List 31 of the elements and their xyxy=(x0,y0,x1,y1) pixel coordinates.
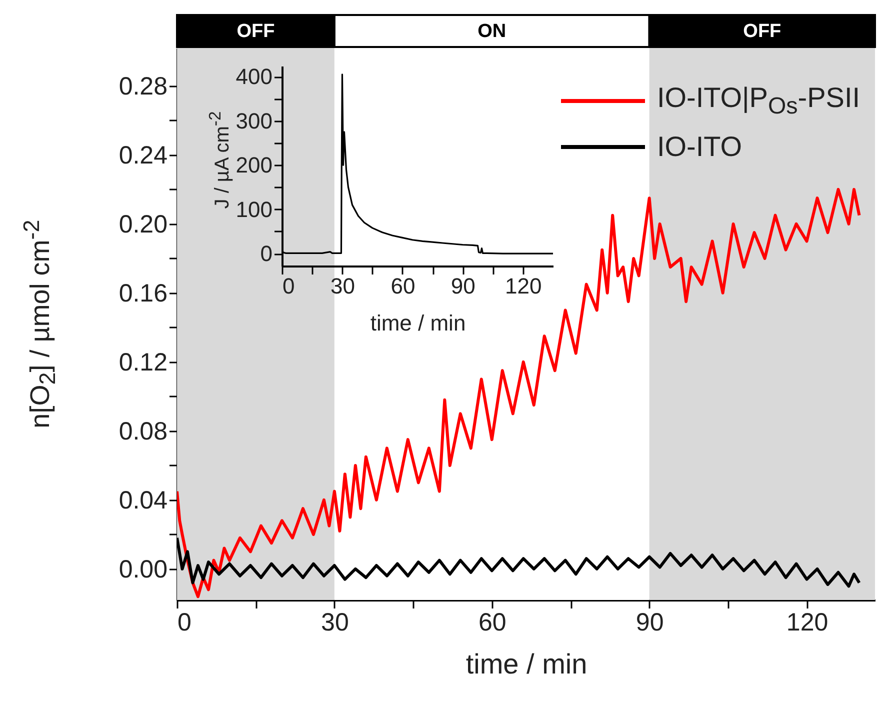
y-tick-label: 200 xyxy=(236,152,272,178)
y-tick-label: 300 xyxy=(236,108,272,134)
y-tick-label: 0.20 xyxy=(118,210,168,238)
y-tick-label: 0.24 xyxy=(118,141,168,170)
x-tick-label: 30 xyxy=(330,274,355,298)
y-tick-label: 0 xyxy=(260,241,272,266)
y-tick-label: 0.08 xyxy=(118,417,168,446)
x-tick-label: 90 xyxy=(636,608,664,636)
line-series xyxy=(177,188,861,598)
x-tick-label: 120 xyxy=(786,608,828,636)
band-label: OFF xyxy=(236,21,275,42)
legend-label: IO-ITO|P$_{Os}$-PSII xyxy=(656,82,860,120)
y-tick-label: 0.28 xyxy=(118,72,168,100)
y-tick-label: 100 xyxy=(236,196,272,222)
x-tick-label: 60 xyxy=(478,608,506,636)
x-axis-title: time / min xyxy=(370,310,466,336)
legend-label: IO-ITO xyxy=(656,131,742,163)
y-tick-label: 0.12 xyxy=(118,348,168,376)
y-tick-label: 0.04 xyxy=(118,486,168,514)
x-axis-title: time / min xyxy=(466,648,588,680)
y-tick-label: 400 xyxy=(236,64,272,90)
x-tick-label: 60 xyxy=(390,274,416,298)
band-label: OFF xyxy=(743,21,782,42)
band-label: ON xyxy=(478,21,506,42)
x-tick-label: 120 xyxy=(505,274,542,298)
x-tick-label: 30 xyxy=(321,608,349,636)
x-tick-label: 0 xyxy=(282,274,295,298)
x-tick-label: 0 xyxy=(178,608,192,636)
y-tick-label: 0.16 xyxy=(118,279,168,308)
x-tick-label: 90 xyxy=(450,274,476,298)
y-tick-label: 0.00 xyxy=(118,555,168,584)
